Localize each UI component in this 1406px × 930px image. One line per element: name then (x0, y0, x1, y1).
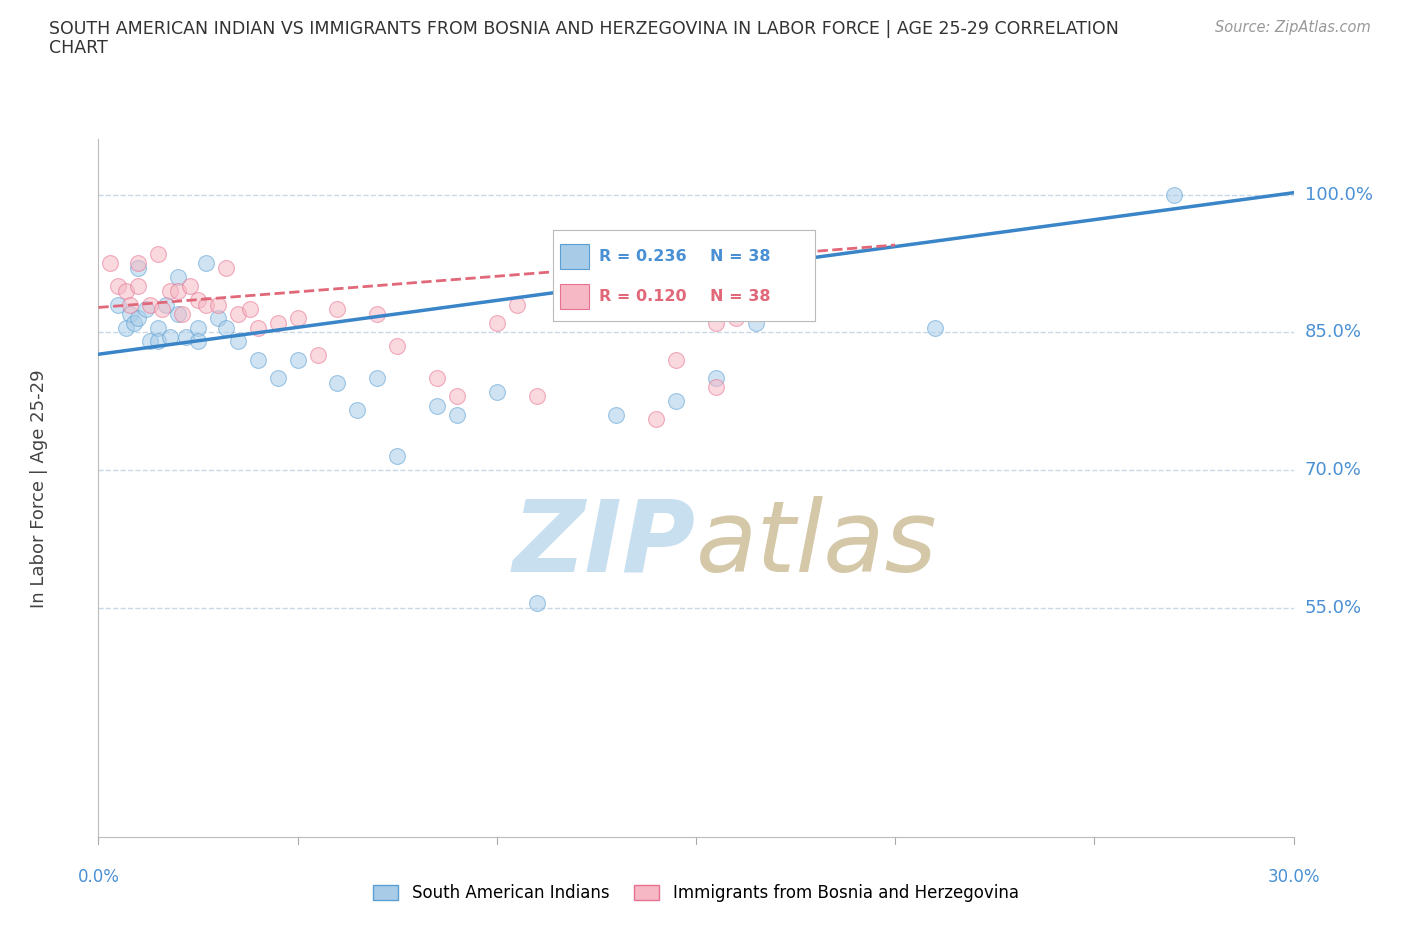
Point (526, 389, 548, 404)
Point (526, 595, 548, 610)
Text: 0.0%: 0.0% (77, 868, 120, 885)
Point (215, 260, 238, 275)
Point (426, 398, 449, 413)
Point (127, 279, 149, 294)
Point (665, 393, 688, 408)
Point (187, 334, 209, 349)
Point (287, 352, 309, 367)
Point (215, 320, 238, 335)
Point (148, 246, 170, 261)
Point (605, 288, 627, 303)
Point (139, 298, 162, 312)
Point (506, 298, 529, 312)
Point (565, 298, 588, 312)
Point (226, 334, 249, 349)
Point (346, 403, 368, 418)
Point (366, 306, 388, 321)
Point (246, 352, 269, 367)
Bar (561, 284, 589, 309)
Text: N = 38: N = 38 (710, 289, 770, 304)
Point (385, 339, 409, 353)
Point (120, 306, 142, 321)
Point (155, 298, 177, 312)
Point (326, 302, 349, 317)
Text: 100.0%: 100.0% (1305, 186, 1372, 204)
Point (267, 371, 290, 386)
Point (207, 311, 229, 325)
Point (226, 306, 249, 321)
Point (366, 371, 388, 386)
Text: atlas: atlas (696, 496, 938, 592)
Text: 55.0%: 55.0% (1305, 599, 1362, 617)
Text: R = 0.236: R = 0.236 (599, 249, 686, 264)
Point (426, 371, 449, 386)
Point (924, 320, 946, 335)
Text: 85.0%: 85.0% (1305, 324, 1361, 341)
Point (485, 384, 508, 399)
Legend: South American Indians, Immigrants from Bosnia and Herzegovina: South American Indians, Immigrants from … (367, 878, 1025, 909)
Point (120, 298, 142, 312)
Point (704, 371, 727, 386)
Text: ZIP: ZIP (513, 496, 696, 592)
Point (115, 284, 138, 299)
Point (172, 306, 194, 321)
Point (267, 315, 290, 330)
Point (148, 334, 170, 349)
Point (446, 407, 468, 422)
Point (139, 334, 162, 349)
Point (605, 407, 627, 422)
Point (665, 352, 688, 367)
Point (446, 389, 468, 404)
Point (1163, 187, 1185, 202)
Point (246, 320, 269, 335)
Point (107, 279, 129, 294)
Point (485, 315, 508, 330)
Point (385, 448, 409, 463)
Point (167, 306, 190, 321)
Text: 30.0%: 30.0% (1267, 868, 1320, 885)
Point (107, 298, 129, 312)
Point (239, 302, 262, 317)
Point (287, 311, 309, 325)
Point (124, 315, 146, 330)
Point (745, 315, 768, 330)
Point (127, 260, 149, 275)
Text: N = 38: N = 38 (710, 249, 770, 264)
Point (115, 320, 138, 335)
Point (127, 256, 149, 271)
Point (187, 293, 209, 308)
Point (704, 379, 727, 394)
Point (174, 329, 197, 344)
Point (645, 412, 668, 427)
Point (194, 298, 218, 312)
Text: CHART: CHART (49, 39, 108, 57)
Point (159, 284, 181, 299)
Point (326, 376, 349, 391)
Text: SOUTH AMERICAN INDIAN VS IMMIGRANTS FROM BOSNIA AND HERZEGOVINA IN LABOR FORCE |: SOUTH AMERICAN INDIAN VS IMMIGRANTS FROM… (49, 20, 1119, 38)
Point (179, 279, 201, 294)
Point (159, 329, 181, 344)
Point (127, 311, 149, 325)
Bar (561, 244, 589, 269)
Point (98, 256, 122, 271)
Text: In Labor Force | Age 25-29: In Labor Force | Age 25-29 (30, 369, 48, 607)
Text: Source: ZipAtlas.com: Source: ZipAtlas.com (1215, 20, 1371, 35)
Point (167, 284, 190, 299)
Point (167, 270, 190, 285)
Point (135, 302, 157, 317)
Text: 70.0%: 70.0% (1305, 461, 1361, 479)
Point (307, 348, 329, 363)
Point (724, 311, 747, 325)
Point (187, 320, 209, 335)
Point (207, 298, 229, 312)
Point (148, 320, 170, 335)
Text: R = 0.120: R = 0.120 (599, 289, 686, 304)
Point (150, 302, 173, 317)
Point (194, 256, 218, 271)
Point (704, 315, 727, 330)
